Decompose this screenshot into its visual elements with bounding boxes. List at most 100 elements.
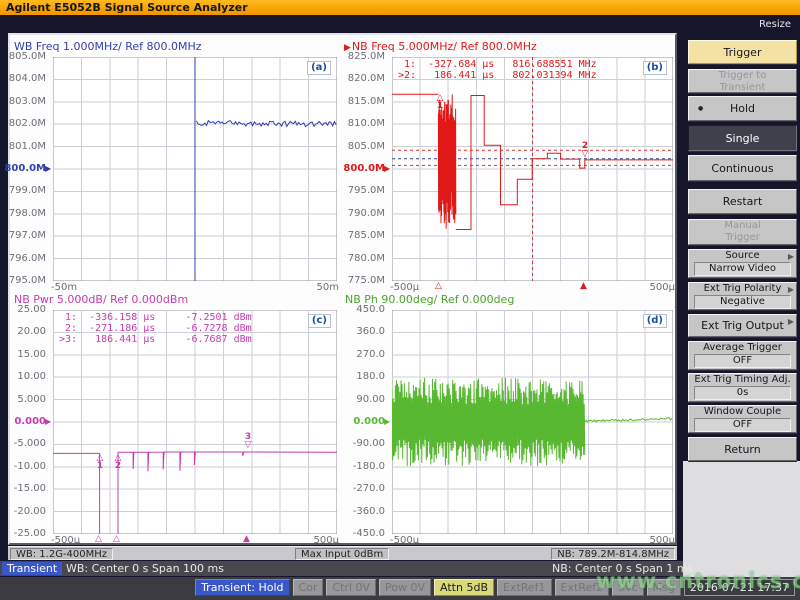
plot-grid [52,309,338,539]
y-tick-label: 0.000 [353,416,385,427]
x-tick-min: -500µ [51,535,81,546]
status-extref1: ExtRef1 [496,579,552,596]
window-title: Agilent E5052B Signal Source Analyzer [6,1,248,14]
softkey-continuous[interactable]: Continuous [688,155,797,181]
y-tick-label: 15.00 [17,348,46,360]
y-tick-label: 5.000 [17,393,46,405]
submenu-arrow-icon: ▶ [787,252,794,261]
reference-level-arrow-icon: ▶ [45,417,52,426]
max-input-indicator: Max Input 0dBm [295,548,390,560]
softkey-trigger-to-transient[interactable]: Trigger to Transient [688,69,797,93]
y-tick-label: 10.00 [17,371,46,383]
x-tick-max: 500µ [649,282,675,293]
status-chip-row: Transient: Hold Cor Ctrl 0V Pow 0V Attn 5dB E… [195,579,795,596]
y-tick-label: -20.00 [13,505,46,517]
reference-level-arrow-icon: ▶ [45,164,52,173]
y-tick-label: 800.0M [343,163,385,174]
y-tick-label: 795.0M [8,275,46,286]
softkey-ext-trig-timing-adj[interactable]: Ext Trig Timing Adj. 0s [688,373,797,402]
wb-band-indicator: WB: 1.2G-400MHz [10,548,114,560]
trace-marker-1[interactable]: △ 1 [436,93,444,111]
plot-a-wb-freq[interactable]: WB Freq 1.000MHz/ Ref 800.0MHz 805.0M 804… [4,40,339,293]
submenu-arrow-icon: ▶ [787,317,794,326]
sweep-info-bar: Transient WB: Center 0 s Span 100 ms NB:… [0,561,693,576]
softkey-source[interactable]: Source Narrow Video ▶ [688,249,797,278]
y-tick-label: 90.00 [356,393,385,405]
y-tick-label: 785.0M [347,230,385,242]
status-correction: Cor [292,579,324,596]
softkey-ext-trig-output[interactable]: Ext Trig Output ▶ [688,314,797,337]
plot-title-b[interactable]: ▶NB Freq 5.000MHz/ Ref 800.0MHz [344,40,537,53]
marker-readout: 1: -336.158 µs -7.2501 dBm 2: -271.186 µ… [59,312,252,345]
y-tick-label: 803.0M [8,95,46,107]
frequency-band-bar: WB: 1.2G-400MHz Max Input 0dBm NB: 789.2… [8,546,677,560]
y-tick-label: 815.0M [347,95,385,107]
status-attenuator: Attn 5dB [434,579,494,596]
y-tick-label: -15.00 [13,483,46,495]
status-extref2: ExtRef2 [554,579,610,596]
softkey-hold[interactable]: ● Hold [688,96,797,121]
plot-label: (d) [642,314,667,328]
softkey-value: 0s [694,386,791,400]
y-tick-label: 810.0M [347,118,385,130]
softkey-single[interactable]: Single [688,125,797,151]
softkey-ext-trig-polarity[interactable]: Ext Trig Polarity Negative ▶ [688,282,797,310]
plot-grid [52,56,338,282]
marker-axis-indicator-icon: △ [95,534,102,544]
y-tick-label: 796.0M [8,252,46,264]
marker-readout: 1: -327.684 µs 816.688551 MHz >2: 186.44… [398,59,597,81]
y-tick-label: 180.0 [356,371,385,383]
y-tick-label: 450.0 [356,304,385,315]
trace-marker-2[interactable]: △ 2 [114,453,122,471]
plot-title-a[interactable]: WB Freq 1.000MHz/ Ref 800.0MHz [14,40,202,53]
y-tick-label: 802.0M [8,118,46,130]
active-trace-arrow-icon: ▶ [344,43,351,53]
trace-marker-2[interactable]: 2 ▽ [581,141,589,159]
y-tick-label: 775.0M [347,275,385,286]
y-tick-label: 805.0M [8,51,46,62]
y-tick-label: 360.0 [356,326,385,338]
y-tick-label: 799.0M [8,185,46,197]
y-tick-label: 797.0M [8,230,46,242]
submenu-arrow-icon: ▶ [787,285,794,294]
softkey-value: OFF [694,354,791,368]
y-tick-label: 270.0 [356,348,385,360]
softkey-restart[interactable]: Restart [688,189,797,214]
y-axis-ticks: 450.0 360.0 270.0 180.0 90.00 0.000 -90.00 -180… [343,304,388,539]
plot-b-nb-freq[interactable]: ▶NB Freq 5.000MHz/ Ref 800.0MHz 825.0M 82… [343,40,675,293]
reference-level-arrow-icon: ▶ [384,164,391,173]
plot-d-nb-phase[interactable]: NB Ph 90.00deg/ Ref 0.000deg 450.0 360.0 2… [345,293,675,546]
plot-title-c[interactable]: NB Pwr 5.000dB/ Ref 0.000dBm [14,293,189,306]
x-tick-max: 500µ [313,535,339,546]
window-title-bar: Agilent E5052B Signal Source Analyzer [0,0,800,15]
y-tick-label: 795.0M [347,185,385,197]
x-tick-min: -50m [51,282,78,293]
y-tick-label: -25.00 [13,528,46,539]
plot-label: (b) [642,61,667,75]
softkey-return[interactable]: Return [688,437,797,461]
x-tick-min: -500µ [390,535,420,546]
y-tick-label: 0.000 [14,416,46,427]
plot-c-nb-power[interactable]: NB Pwr 5.000dB/ Ref 0.000dBm 25.00 20.00 1… [14,293,339,546]
softkey-window-couple[interactable]: Window Couple OFF [688,405,797,433]
trace-marker-3[interactable]: 3 ▽ [244,432,252,450]
softkey-average-trigger[interactable]: Average Trigger OFF [688,341,797,370]
y-tick-label: -450.0 [352,528,385,539]
softkey-manual-trigger[interactable]: Manual Trigger [688,219,797,245]
resize-button[interactable]: Resize [758,19,791,30]
sidebar-empty-area [683,461,800,577]
trace-marker-1[interactable]: △ 1 [96,453,104,471]
softkey-value: Negative [694,295,791,309]
status-ctrl-voltage: Ctrl 0V [326,579,377,596]
plot-title-d[interactable]: NB Ph 90.00deg/ Ref 0.000deg [345,293,515,306]
y-axis-ticks: 25.00 20.00 15.00 10.00 5.000 0.000 -5.000 -10.… [4,304,49,539]
status-pow-voltage: Pow 0V [379,579,432,596]
y-tick-label: 801.0M [8,140,46,152]
status-clock: 2016-07-21 17:37 [683,579,795,596]
y-tick-label: 800.0M [4,163,46,174]
softkey-trigger[interactable]: Trigger [688,40,797,64]
y-tick-label: -360.0 [352,505,385,517]
plot-grid [391,309,674,535]
softkey-value: Narrow Video [694,262,791,276]
softkey-value: OFF [694,418,791,432]
